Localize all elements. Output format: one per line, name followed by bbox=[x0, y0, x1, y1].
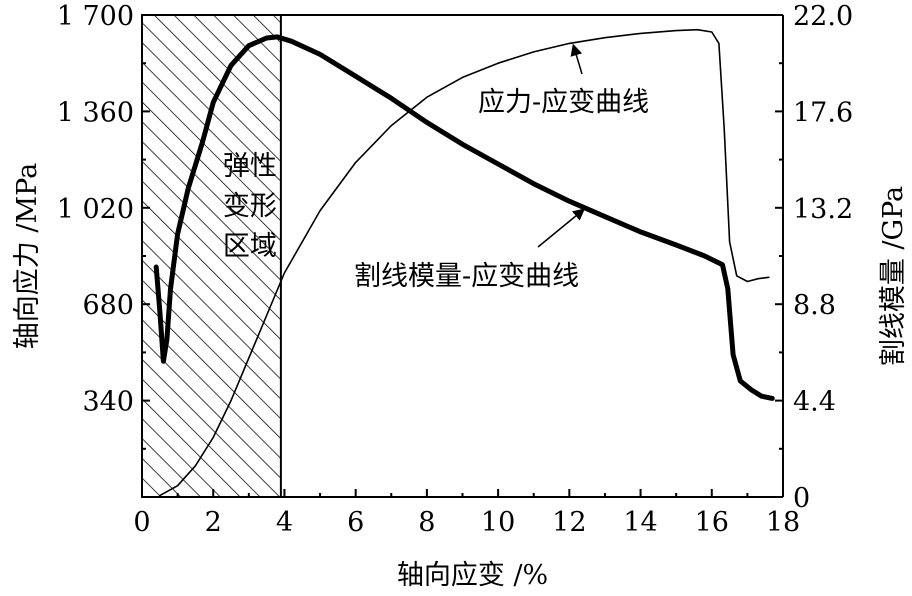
stress-curve-arrow bbox=[570, 43, 583, 75]
modulus-curve-label: 割线模量-应变曲线 bbox=[354, 261, 579, 292]
x-tick-label: 2 bbox=[205, 507, 222, 538]
x-axis-title: 轴向应变 /% bbox=[397, 560, 548, 591]
y-right-tick-label: 17.6 bbox=[793, 97, 853, 128]
y-left-tick-label: 1 700 bbox=[57, 1, 134, 32]
x-tick-label: 16 bbox=[695, 507, 729, 538]
y-left-tick-label: 340 bbox=[82, 387, 134, 418]
stress-curve-label: 应力-应变曲线 bbox=[478, 87, 649, 118]
modulus-curve-arrow bbox=[537, 208, 586, 248]
elastic-region bbox=[141, 14, 282, 498]
x-tick-label: 12 bbox=[552, 507, 586, 538]
elastic-region-label: 弹性 bbox=[223, 151, 277, 182]
y-left-tick-label: 680 bbox=[82, 290, 134, 321]
y-right-tick-label: 13.2 bbox=[793, 194, 853, 225]
x-tick-label: 4 bbox=[276, 507, 293, 538]
x-tick-label: 10 bbox=[481, 507, 515, 538]
y-left-tick-label: 1 360 bbox=[57, 97, 134, 128]
y-right-tick-label: 8.8 bbox=[793, 290, 836, 321]
y-right-tick-label: 22.0 bbox=[793, 1, 853, 32]
y-left-tick-label: 1 020 bbox=[57, 194, 134, 225]
x-tick-label: 14 bbox=[623, 507, 657, 538]
x-tick-label: 6 bbox=[347, 507, 364, 538]
y-left-axis-title: 轴向应力 /MPa bbox=[12, 163, 43, 349]
y-right-tick-label: 0 bbox=[793, 483, 810, 514]
y-right-axis-title: 割线模量 /GPa bbox=[878, 186, 909, 366]
x-tick-label: 8 bbox=[418, 507, 435, 538]
y-right-tick-label: 4.4 bbox=[793, 387, 836, 418]
elastic-region-label: 变形 bbox=[223, 191, 277, 222]
x-tick-label: 18 bbox=[766, 507, 800, 538]
elastic-region-label: 区域 bbox=[223, 231, 277, 262]
secant-modulus-line bbox=[153, 34, 775, 401]
x-tick-label: 0 bbox=[133, 507, 150, 538]
stress-strain-line bbox=[159, 28, 770, 497]
